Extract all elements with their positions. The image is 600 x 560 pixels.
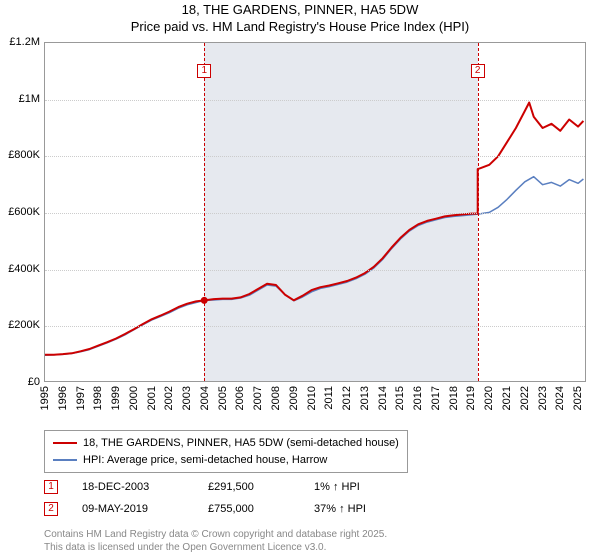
legend-item: HPI: Average price, semi-detached house,… — [53, 452, 399, 469]
x-axis-label: 1995 — [39, 386, 51, 410]
x-axis-label: 2002 — [163, 386, 175, 410]
x-axis-label: 2005 — [217, 386, 229, 410]
gridline — [45, 270, 585, 271]
legend-item: 18, THE GARDENS, PINNER, HA5 5DW (semi-d… — [53, 435, 399, 452]
footer-line: This data is licensed under the Open Gov… — [44, 541, 387, 554]
legend-swatch — [53, 442, 77, 444]
chart-title: 18, THE GARDENS, PINNER, HA5 5DW — [0, 2, 600, 19]
x-axis-label: 1997 — [75, 386, 87, 410]
x-axis-label: 2013 — [359, 386, 371, 410]
chart-container: 18, THE GARDENS, PINNER, HA5 5DW Price p… — [0, 0, 600, 560]
sale-marker: 1 — [197, 64, 211, 78]
x-axis-label: 1998 — [92, 386, 104, 410]
y-axis-label: £400K — [8, 263, 40, 275]
y-axis-label: £800K — [8, 149, 40, 161]
footer-line: Contains HM Land Registry data © Crown c… — [44, 528, 387, 541]
y-axis-label: £600K — [8, 206, 40, 218]
y-axis-label: £1.2M — [9, 36, 40, 48]
x-axis-label: 2015 — [394, 386, 406, 410]
legend-swatch — [53, 459, 77, 461]
x-axis-label: 2019 — [465, 386, 477, 410]
x-axis-label: 1999 — [110, 386, 122, 410]
y-axis-label: £1M — [19, 93, 40, 105]
x-axis-label: 2023 — [537, 386, 549, 410]
x-axis-label: 2017 — [430, 386, 442, 410]
x-axis-label: 2001 — [146, 386, 158, 410]
gridline — [45, 213, 585, 214]
gridline — [45, 156, 585, 157]
x-axis-label: 1996 — [57, 386, 69, 410]
series-line-hpi — [45, 177, 583, 356]
legend-box: 18, THE GARDENS, PINNER, HA5 5DW (semi-d… — [44, 430, 408, 473]
sale-vline — [204, 43, 205, 381]
x-axis-label: 2022 — [519, 386, 531, 410]
x-axis-label: 2014 — [377, 386, 389, 410]
x-axis-label: 2020 — [483, 386, 495, 410]
gridline — [45, 100, 585, 101]
x-axis-label: 2003 — [181, 386, 193, 410]
title-block: 18, THE GARDENS, PINNER, HA5 5DW Price p… — [0, 0, 600, 36]
x-axis-label: 2010 — [306, 386, 318, 410]
gridline — [45, 326, 585, 327]
x-axis-label: 2004 — [199, 386, 211, 410]
sale-marker-box: 2 — [44, 502, 58, 516]
x-axis-label: 2000 — [128, 386, 140, 410]
sale-marker: 2 — [471, 64, 485, 78]
sale-date: 18-DEC-2003 — [82, 481, 202, 493]
x-axis-label: 2016 — [412, 386, 424, 410]
chart-subtitle: Price paid vs. HM Land Registry's House … — [0, 19, 600, 36]
x-axis-label: 2024 — [554, 386, 566, 410]
footer-text: Contains HM Land Registry data © Crown c… — [44, 528, 387, 554]
sale-pct: 37% ↑ HPI — [314, 503, 366, 515]
x-axis-label: 2018 — [448, 386, 460, 410]
legend-label: 18, THE GARDENS, PINNER, HA5 5DW (semi-d… — [83, 435, 399, 452]
sale-price: £291,500 — [208, 481, 308, 493]
plot-area: 12 — [44, 42, 586, 382]
sale-pct: 1% ↑ HPI — [314, 481, 360, 493]
sale-marker-box: 1 — [44, 480, 58, 494]
x-axis-label: 2021 — [501, 386, 513, 410]
x-axis-label: 2008 — [270, 386, 282, 410]
x-axis-label: 2012 — [341, 386, 353, 410]
sale-price: £755,000 — [208, 503, 308, 515]
sale-vline — [478, 43, 479, 381]
series-line-price_paid — [45, 103, 583, 355]
legend-label: HPI: Average price, semi-detached house,… — [83, 452, 327, 469]
y-axis-label: £200K — [8, 319, 40, 331]
x-axis-label: 2007 — [252, 386, 264, 410]
x-axis-label: 2011 — [323, 386, 335, 410]
sale-date: 09-MAY-2019 — [82, 503, 202, 515]
x-axis-label: 2006 — [234, 386, 246, 410]
sale-row: 2 09-MAY-2019 £755,000 37% ↑ HPI — [44, 502, 366, 516]
x-axis-label: 2009 — [288, 386, 300, 410]
sale-row: 1 18-DEC-2003 £291,500 1% ↑ HPI — [44, 480, 360, 494]
x-axis-label: 2025 — [572, 386, 584, 410]
